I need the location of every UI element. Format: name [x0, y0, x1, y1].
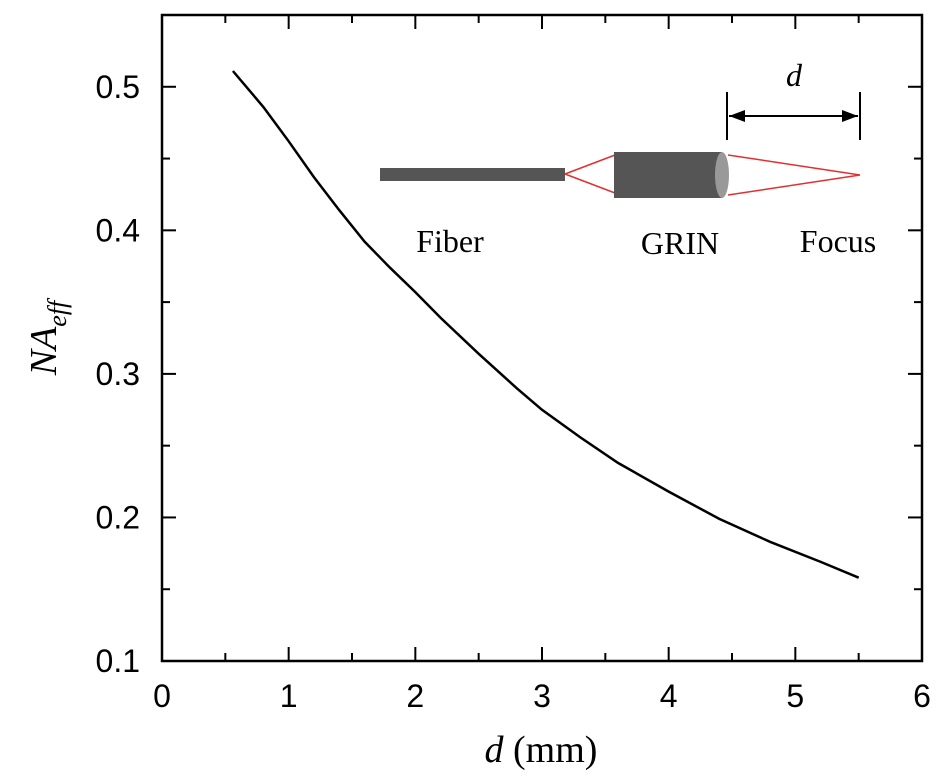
distance-arrowhead-left [729, 110, 745, 122]
inset-grin-label: GRIN [641, 225, 719, 261]
tick-labels: 0 1 2 3 4 5 6 0.1 0.2 0.3 0.4 0.5 [96, 69, 931, 714]
axis-ticks [161, 14, 923, 662]
inset-focus-label: Focus [800, 223, 876, 259]
x-tick-label: 4 [660, 678, 678, 714]
inset-schematic: d Fiber GRIN Focus [380, 57, 876, 261]
x-tick-label: 5 [786, 678, 804, 714]
ray-fiber-to-grin [564, 154, 616, 194]
distance-arrowhead-right [842, 110, 858, 122]
grin-lens-face [715, 152, 729, 198]
grin-lens-shape [614, 152, 722, 198]
x-tick-label: 6 [913, 678, 931, 714]
x-axis-label-var: d [485, 729, 505, 771]
y-axis-label-sub: eff [43, 297, 72, 327]
y-tick-label: 0.2 [96, 499, 140, 535]
y-tick-label: 0.5 [96, 69, 140, 105]
x-axis-label-unit: (mm) [504, 729, 598, 771]
y-axis-label-main: NA [23, 326, 65, 376]
fiber-shape [380, 168, 565, 181]
inset-distance-label: d [786, 57, 803, 93]
y-tick-label: 0.1 [96, 643, 140, 679]
x-tick-label: 3 [533, 678, 551, 714]
series-line-na-eff [231, 70, 860, 579]
y-axis-label: NAeff [23, 297, 72, 376]
x-axis-label: d (mm) [485, 729, 598, 771]
y-tick-label: 0.4 [96, 212, 140, 248]
x-tick-label: 1 [280, 678, 298, 714]
plot-frame [160, 13, 924, 663]
ray-grin-to-focus [727, 154, 861, 196]
x-tick-label: 2 [406, 678, 424, 714]
inset-fiber-label: Fiber [416, 223, 484, 259]
x-tick-label: 0 [153, 678, 171, 714]
y-tick-label: 0.3 [96, 356, 140, 392]
